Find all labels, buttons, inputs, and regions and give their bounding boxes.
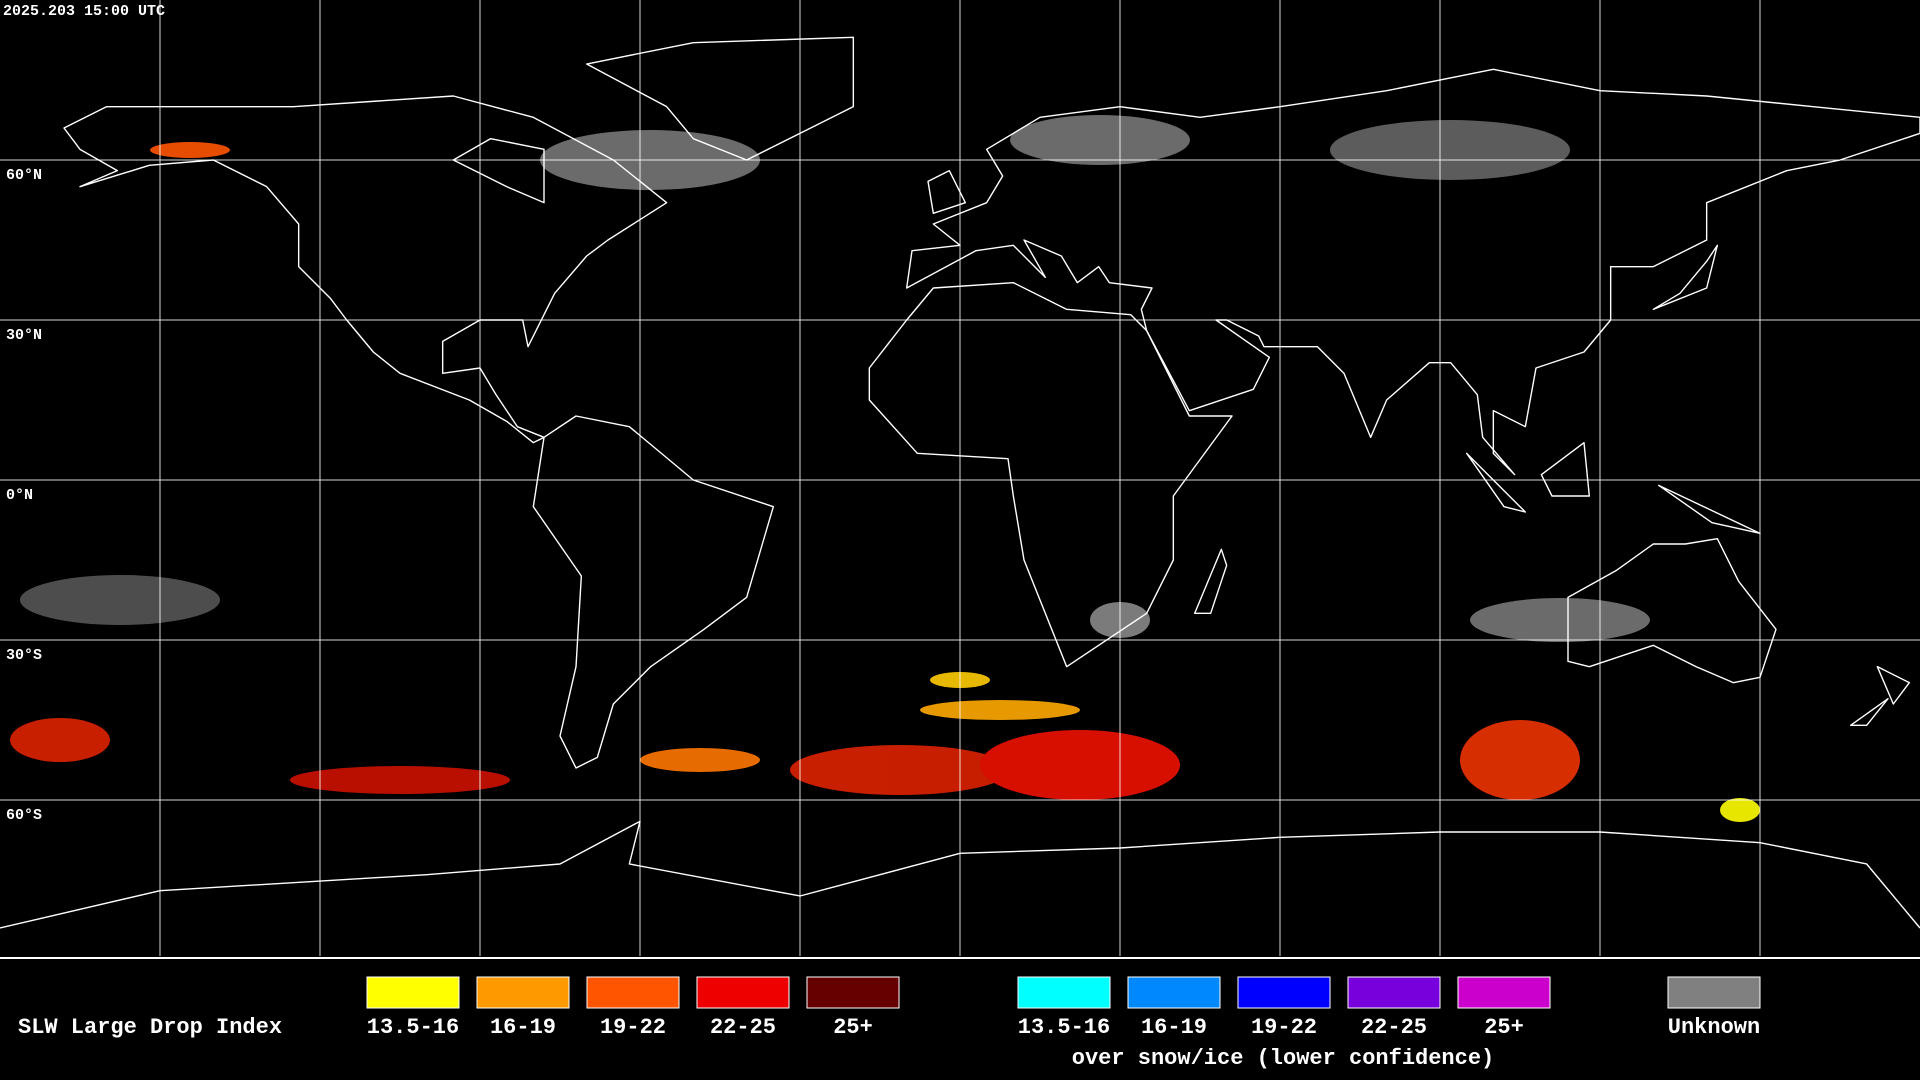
latitude-label: 60°N <box>6 167 42 184</box>
cloud <box>1460 720 1580 800</box>
cloud <box>1330 120 1570 180</box>
cloud <box>980 730 1180 800</box>
legend-swatch <box>1347 976 1441 1009</box>
new-zealand <box>1851 667 1910 726</box>
latitude-label: 30°S <box>6 647 42 664</box>
legend-label: 16-19 <box>1141 1015 1207 1040</box>
north-america <box>64 96 667 443</box>
timestamp: 2025.203 15:00 UTC <box>3 3 165 20</box>
legend-caption: over snow/ice (lower confidence) <box>1072 1046 1494 1071</box>
latitude-label: 0°N <box>6 487 33 504</box>
legend-swatch <box>696 976 790 1009</box>
latitude-label: 60°S <box>6 807 42 824</box>
latitude-label: 30°N <box>6 327 42 344</box>
british-isles <box>928 171 965 214</box>
madagascar <box>1195 549 1227 613</box>
map-border <box>0 957 1920 959</box>
legend-swatch <box>1017 976 1111 1009</box>
legend-swatch <box>1237 976 1331 1009</box>
legend-swatch <box>1667 976 1761 1009</box>
legend-label: 13.5-16 <box>367 1015 459 1040</box>
legend-swatch <box>1127 976 1221 1009</box>
legend-label: 25+ <box>833 1015 873 1040</box>
legend-label: 22-25 <box>710 1015 776 1040</box>
legend: 13.5-16 16-19 19-22 22-25 25+ 13.5-16 16-19 19-… <box>366 976 1761 1040</box>
cloud <box>790 745 1010 795</box>
cloud <box>290 766 510 794</box>
south-america <box>533 416 773 768</box>
cloud <box>1720 798 1760 822</box>
cloud <box>1010 115 1190 165</box>
graticule <box>0 0 1920 956</box>
legend-label: 22-25 <box>1361 1015 1427 1040</box>
legend-label: Unknown <box>1668 1015 1760 1040</box>
legend-label: 16-19 <box>490 1015 556 1040</box>
legend-swatch <box>806 976 900 1009</box>
legend-label: 19-22 <box>1251 1015 1317 1040</box>
cloud <box>920 700 1080 720</box>
legend-swatch <box>476 976 570 1009</box>
legend-swatch <box>586 976 680 1009</box>
cloud <box>640 748 760 772</box>
legend-label: 25+ <box>1484 1015 1524 1040</box>
africa <box>869 283 1232 667</box>
eurasia <box>907 69 1920 474</box>
cloud-field <box>10 115 1760 822</box>
latitude-labels: 60°N 30°N 0°N 30°S 60°S <box>6 167 42 824</box>
legend-title: SLW Large Drop Index <box>18 1015 282 1040</box>
japan <box>1653 245 1717 309</box>
hudson-bay <box>453 139 544 203</box>
cloud <box>1470 598 1650 642</box>
legend-swatch <box>1457 976 1551 1009</box>
cloud <box>10 718 110 762</box>
cloud <box>20 575 220 625</box>
legend-label: 19-22 <box>600 1015 666 1040</box>
legend-swatch <box>366 976 460 1009</box>
greenland <box>587 37 854 160</box>
legend-label: 13.5-16 <box>1018 1015 1110 1040</box>
cloud <box>150 142 230 158</box>
